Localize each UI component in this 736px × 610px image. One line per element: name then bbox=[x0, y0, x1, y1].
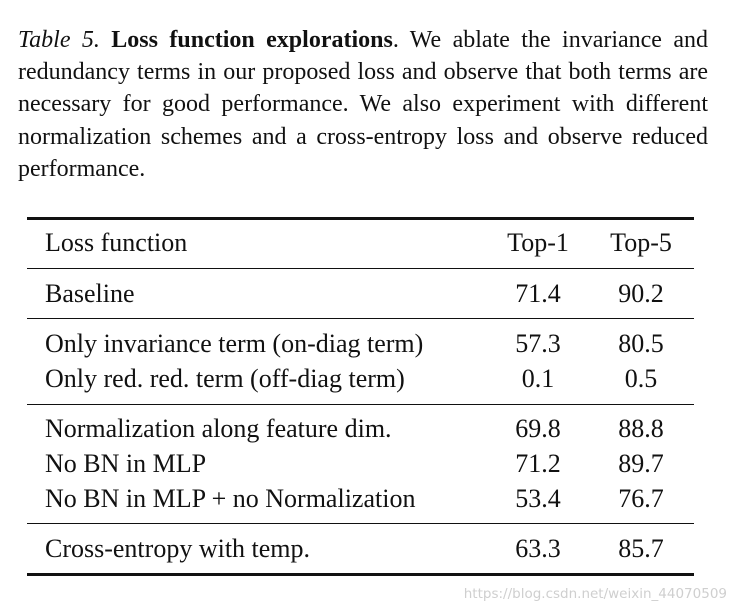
row-name: Only invariance term (on-diag term) bbox=[45, 329, 424, 358]
row-name: Only red. red. term (off-diag term) bbox=[45, 364, 405, 393]
row-name: Cross-entropy with temp. bbox=[45, 534, 311, 563]
row-top1: 71.4 bbox=[515, 279, 561, 308]
row-top1: 53.4 bbox=[515, 484, 561, 513]
row-top5: 89.7 bbox=[618, 449, 664, 478]
caption-text: . We ablate the invariance and redundanc… bbox=[18, 27, 709, 182]
row-top5: 76.7 bbox=[618, 484, 664, 513]
row-top5: 88.8 bbox=[618, 414, 664, 443]
watermark: https://blog.csdn.net/weixin_44070509 bbox=[463, 586, 727, 602]
row-top1: 69.8 bbox=[515, 414, 561, 443]
caption-title: Loss function explorations bbox=[111, 27, 393, 53]
row-top1: 57.3 bbox=[515, 329, 561, 358]
group-rule bbox=[27, 523, 694, 525]
table-top-rule bbox=[27, 217, 694, 220]
row-top1: 71.2 bbox=[515, 449, 561, 478]
row-top1: 0.1 bbox=[521, 364, 555, 393]
row-name: Baseline bbox=[45, 279, 135, 308]
row-top5: 80.5 bbox=[618, 329, 664, 358]
group-rule bbox=[27, 404, 694, 406]
row-top5: 90.2 bbox=[618, 279, 664, 308]
row-name: No BN in MLP + no Normalization bbox=[45, 484, 416, 513]
row-name: Normalization along feature dim. bbox=[45, 414, 392, 443]
row-top1: 63.3 bbox=[515, 534, 561, 563]
table-caption: Table 5. Loss function explorations. We … bbox=[18, 24, 708, 185]
header-rule bbox=[27, 268, 694, 270]
table-bottom-rule bbox=[27, 573, 694, 576]
row-top5: 0.5 bbox=[624, 364, 658, 393]
header-top5: Top-5 bbox=[610, 228, 672, 257]
header-loss-function: Loss function bbox=[45, 228, 188, 257]
header-top1: Top-1 bbox=[507, 228, 569, 257]
row-name: No BN in MLP bbox=[45, 449, 207, 478]
caption-label: Table 5. bbox=[18, 27, 100, 53]
group-rule bbox=[27, 318, 694, 320]
row-top5: 85.7 bbox=[618, 534, 664, 563]
